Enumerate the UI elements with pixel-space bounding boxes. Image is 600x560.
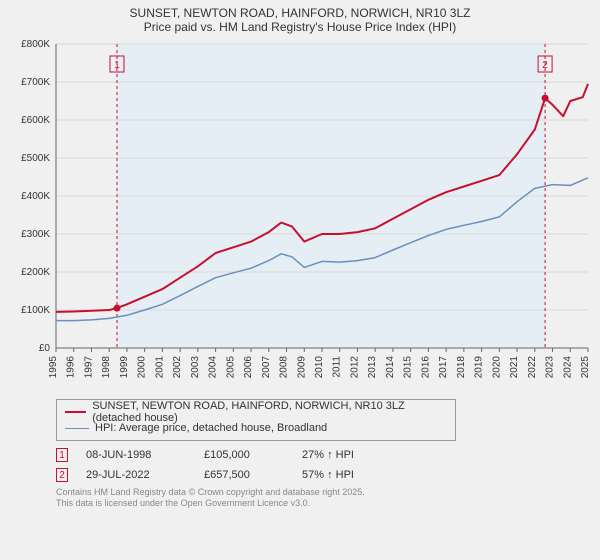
x-tick-label: 2009: [296, 356, 307, 379]
x-tick-label: 2024: [562, 356, 573, 379]
footnote-line-1: Contains HM Land Registry data © Crown c…: [56, 487, 592, 498]
event-marker-label: 1: [114, 60, 120, 71]
sale-point: [542, 95, 549, 102]
x-tick-label: 2017: [438, 356, 449, 379]
x-tick-label: 2011: [332, 356, 343, 378]
legend-swatch: [65, 411, 86, 413]
title-line-2: Price paid vs. HM Land Registry's House …: [8, 20, 592, 34]
x-tick-label: 2025: [580, 356, 591, 379]
x-tick-label: 1998: [101, 356, 112, 379]
footnote: Contains HM Land Registry data © Crown c…: [56, 487, 592, 509]
x-tick-label: 1999: [119, 356, 130, 379]
legend-label: SUNSET, NEWTON ROAD, HAINFORD, NORWICH, …: [92, 400, 447, 424]
x-tick-label: 2012: [349, 356, 360, 379]
x-tick-label: 2019: [474, 356, 485, 379]
event-delta: 57% ↑ HPI: [302, 469, 402, 481]
x-tick-label: 2022: [527, 356, 538, 379]
footnote-line-2: This data is licensed under the Open Gov…: [56, 498, 592, 509]
legend-label: HPI: Average price, detached house, Broa…: [95, 422, 327, 434]
y-tick-label: £100K: [21, 305, 50, 316]
y-tick-label: £700K: [21, 77, 50, 88]
x-tick-label: 2000: [137, 356, 148, 379]
y-tick-label: £300K: [21, 229, 50, 240]
event-price: £657,500: [204, 469, 284, 481]
x-tick-label: 2015: [403, 356, 414, 379]
legend-row: SUNSET, NEWTON ROAD, HAINFORD, NORWICH, …: [65, 404, 447, 420]
x-tick-label: 2006: [243, 356, 254, 379]
x-tick-label: 2021: [509, 356, 520, 379]
sale-point: [114, 305, 121, 312]
x-tick-label: 2020: [491, 356, 502, 379]
x-tick-label: 2002: [172, 356, 183, 379]
x-tick-label: 1997: [83, 356, 94, 379]
event-delta: 27% ↑ HPI: [302, 449, 402, 461]
event-table: 1 08-JUN-1998 £105,000 27% ↑ HPI 2 29-JUL-202…: [56, 445, 592, 485]
legend-swatch: [65, 428, 89, 429]
x-tick-label: 2003: [190, 356, 201, 379]
y-tick-label: £800K: [21, 40, 50, 50]
event-date: 08-JUN-1998: [86, 449, 186, 461]
event-price: £105,000: [204, 449, 284, 461]
x-tick-label: 2018: [456, 356, 467, 379]
event-marker-label: 2: [542, 60, 548, 71]
x-tick-label: 1995: [48, 356, 59, 379]
event-row: 2 29-JUL-2022 £657,500 57% ↑ HPI: [56, 465, 592, 485]
event-row: 1 08-JUN-1998 £105,000 27% ↑ HPI: [56, 445, 592, 465]
y-tick-label: £0: [39, 343, 51, 354]
event-row-marker: 1: [56, 448, 68, 462]
chart-container: £0 £100K £200K £300K £400K £500K £600K £700K £80…: [8, 40, 592, 393]
x-tick-label: 2004: [208, 356, 219, 379]
event-date: 29-JUL-2022: [86, 469, 186, 481]
y-tick-label: £500K: [21, 153, 50, 164]
price-chart: £0 £100K £200K £300K £400K £500K £600K £700K £80…: [8, 40, 592, 390]
x-tick-label: 2007: [261, 356, 272, 379]
x-tick-label: 2005: [225, 356, 236, 379]
legend: SUNSET, NEWTON ROAD, HAINFORD, NORWICH, …: [56, 399, 456, 441]
x-tick-label: 2023: [545, 356, 556, 379]
x-tick-label: 2010: [314, 356, 325, 379]
x-tick-label: 2001: [154, 356, 165, 379]
y-tick-label: £200K: [21, 267, 50, 278]
title-line-1: SUNSET, NEWTON ROAD, HAINFORD, NORWICH, …: [8, 6, 592, 20]
x-tick-label: 2008: [279, 356, 290, 379]
x-tick-label: 1996: [66, 356, 77, 379]
y-tick-label: £600K: [21, 115, 50, 126]
chart-title-block: SUNSET, NEWTON ROAD, HAINFORD, NORWICH, …: [8, 6, 592, 34]
event-row-marker: 2: [56, 468, 68, 482]
x-tick-label: 2013: [367, 356, 378, 379]
x-tick-label: 2016: [420, 356, 431, 379]
x-tick-label: 2014: [385, 356, 396, 379]
y-tick-label: £400K: [21, 191, 50, 202]
